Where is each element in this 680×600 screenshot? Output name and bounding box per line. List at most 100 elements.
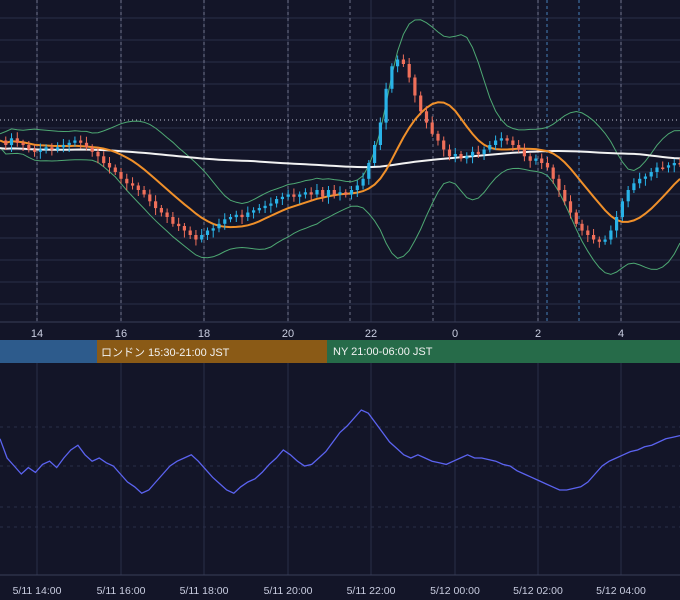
candle-body <box>384 88 388 123</box>
candle-body <box>649 172 653 177</box>
candle-body <box>551 167 555 179</box>
candle-body <box>286 194 290 197</box>
candle-body <box>159 208 163 213</box>
candle-body <box>4 140 8 145</box>
candle-body <box>597 239 601 242</box>
candle-body <box>102 156 106 164</box>
candle-body <box>396 59 400 67</box>
candle-body <box>125 178 129 184</box>
candle-body <box>632 183 636 191</box>
x-tick-label: 5/11 22:00 <box>347 585 396 597</box>
candle-body <box>44 147 48 150</box>
candle-body <box>459 154 463 159</box>
candle-body <box>471 151 475 157</box>
price-chart[interactable]: 14 16 18 20 22 0 2 4 <box>0 0 680 340</box>
candle-body <box>419 95 423 112</box>
candle-body <box>476 151 480 155</box>
candle-body <box>119 172 123 179</box>
session-london: ロンドン 15:30-21:00 JST <box>97 340 327 363</box>
candle-body <box>620 201 624 218</box>
candle-body <box>252 210 256 213</box>
candle-body <box>482 149 486 154</box>
candle-body <box>666 165 671 168</box>
candle-body <box>217 223 221 229</box>
candle-body <box>355 185 359 190</box>
x-tick-label: 16 <box>115 328 127 340</box>
candle-body <box>234 214 238 218</box>
candle-body <box>447 149 452 157</box>
candle-body <box>367 163 371 179</box>
candle-body <box>303 192 307 195</box>
candle-body <box>67 142 71 146</box>
candle-body <box>488 145 492 150</box>
session-tokyo <box>0 340 97 363</box>
candle-body <box>568 201 573 213</box>
candle-body <box>615 217 619 231</box>
candle-body <box>378 122 382 145</box>
oscillator-chart[interactable]: 5/11 14:00 5/11 16:00 5/11 18:00 5/11 20:00… <box>0 363 680 600</box>
candle-body <box>511 140 515 145</box>
x-tick-label: 2 <box>535 328 541 340</box>
candle-body <box>517 145 521 150</box>
candle-body <box>84 142 89 148</box>
candle-body <box>131 183 135 186</box>
candle-body <box>338 192 342 195</box>
candle-body <box>672 163 676 166</box>
candle-body <box>522 149 526 157</box>
candle-body <box>113 167 117 172</box>
session-bar: ロンドン 15:30-21:00 JST NY 21:00-06:00 JST <box>0 340 680 363</box>
candle-body <box>557 178 561 191</box>
x-tick-label: 5/12 00:00 <box>430 585 480 597</box>
candle-body <box>494 140 498 145</box>
candle-body <box>315 190 319 195</box>
candle-body <box>344 192 348 195</box>
candle-body <box>563 190 567 202</box>
candle-body <box>678 163 680 165</box>
candle-body <box>413 77 417 96</box>
bollinger-upper-line <box>0 19 680 205</box>
candle-body <box>436 133 440 141</box>
candle-body <box>200 235 204 240</box>
candle-body <box>332 190 336 195</box>
candle-body <box>545 163 550 168</box>
candle-body <box>540 158 544 163</box>
candle-body <box>424 111 429 123</box>
candle-body <box>246 212 250 217</box>
x-tick-label: 5/12 02:00 <box>513 585 563 597</box>
oscillator-line <box>0 409 680 494</box>
x-tick-label: 0 <box>452 328 458 340</box>
candle-body <box>373 145 377 163</box>
x-tick-label: 22 <box>365 328 377 340</box>
candle-body <box>326 190 331 197</box>
candle-body <box>148 194 152 202</box>
candle-body <box>609 230 613 240</box>
candle-body <box>107 163 112 168</box>
candle-body <box>499 138 503 141</box>
candle-body <box>165 212 169 217</box>
candle-body <box>298 194 302 197</box>
candle-body <box>280 196 284 200</box>
candle-body <box>182 226 186 231</box>
candle-body <box>661 167 665 169</box>
candle-body <box>643 176 647 179</box>
candle-body <box>442 140 446 150</box>
candle-body <box>603 239 607 242</box>
candle-body <box>50 147 54 150</box>
candle-body <box>96 151 100 157</box>
session-ny: NY 21:00-06:00 JST <box>327 340 680 363</box>
candle-body <box>15 138 19 143</box>
x-tick-label: 5/12 04:00 <box>596 585 646 597</box>
candle-body <box>505 138 509 141</box>
candle-body <box>56 147 60 150</box>
bollinger-lower-line <box>0 146 680 275</box>
candle-body <box>61 145 65 148</box>
candle-body <box>574 212 578 224</box>
x-tick-label: 4 <box>618 328 624 340</box>
candle-body <box>349 190 354 195</box>
candle-body <box>430 122 434 134</box>
candle-body <box>228 217 233 220</box>
candle-body <box>142 190 146 195</box>
session-london-label: ロンドン 15:30-21:00 JST <box>101 346 230 359</box>
candle-body <box>401 59 405 64</box>
